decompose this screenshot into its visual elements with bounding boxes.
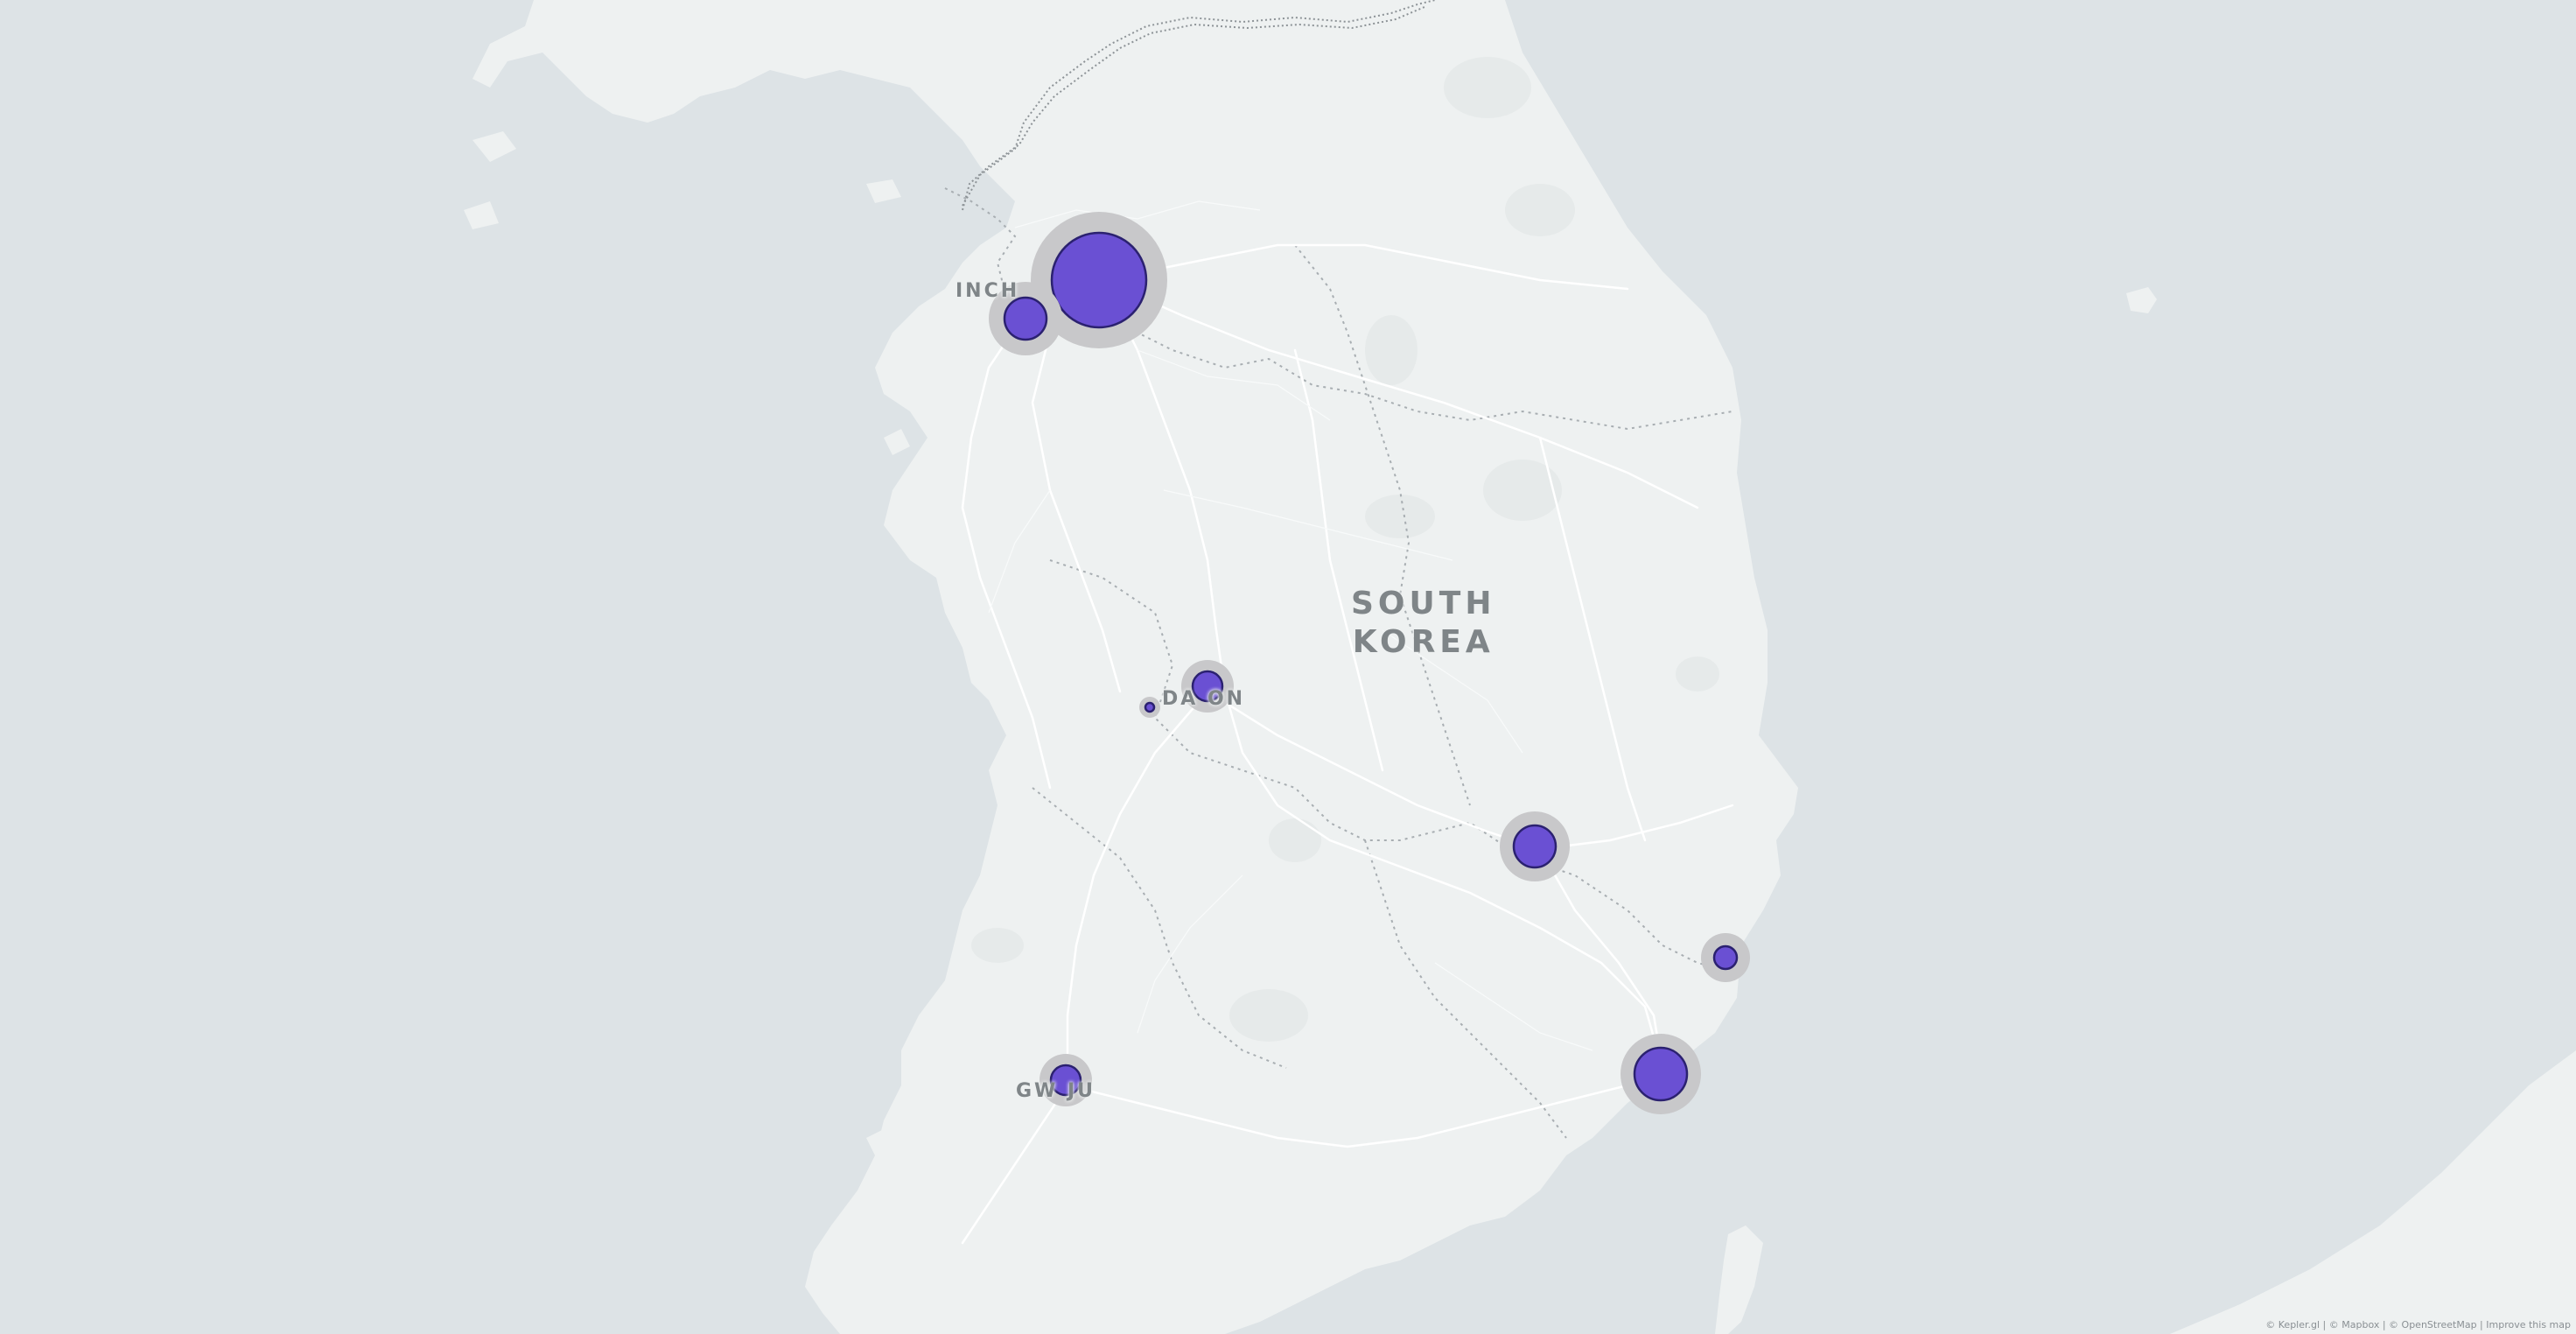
land-north-korea xyxy=(472,0,1798,1334)
admin-borders xyxy=(944,187,1733,1139)
bubble-layer[interactable] xyxy=(989,212,1750,1114)
country-label-line1: SOUTH xyxy=(1351,586,1496,621)
country-label-line2: KOREA xyxy=(1352,624,1494,660)
bubble-daejeon[interactable] xyxy=(1191,670,1224,703)
roads xyxy=(961,243,1734,1245)
terrain-patches xyxy=(971,57,1719,1042)
bubble-busan[interactable] xyxy=(1633,1046,1689,1102)
bubble-sejong[interactable] xyxy=(1144,701,1156,713)
dmz-border xyxy=(962,0,1436,207)
dmz-border-2 xyxy=(962,6,1425,211)
city-label-incheon: INCH xyxy=(956,280,1020,302)
land-ulleungdo xyxy=(2126,287,2157,313)
bubble-daegu[interactable] xyxy=(1512,824,1558,869)
land-japan xyxy=(2170,1050,2576,1334)
land-tsushima xyxy=(1715,1225,1763,1334)
bubble-seoul[interactable] xyxy=(1050,231,1148,329)
bubble-gwangju[interactable] xyxy=(1049,1064,1082,1097)
bubble-incheon[interactable] xyxy=(1003,296,1048,341)
city-label-gwangju: GW JU xyxy=(1016,1080,1096,1102)
minor-roads xyxy=(988,200,1593,1051)
country-label: SOUTH KOREA xyxy=(1351,585,1495,662)
city-label-daejeon: DA ON xyxy=(1162,688,1246,710)
map-attribution[interactable]: © Kepler.gl | © Mapbox | © OpenStreetMap… xyxy=(2265,1319,2571,1330)
bubble-ulsan[interactable] xyxy=(1712,944,1739,971)
